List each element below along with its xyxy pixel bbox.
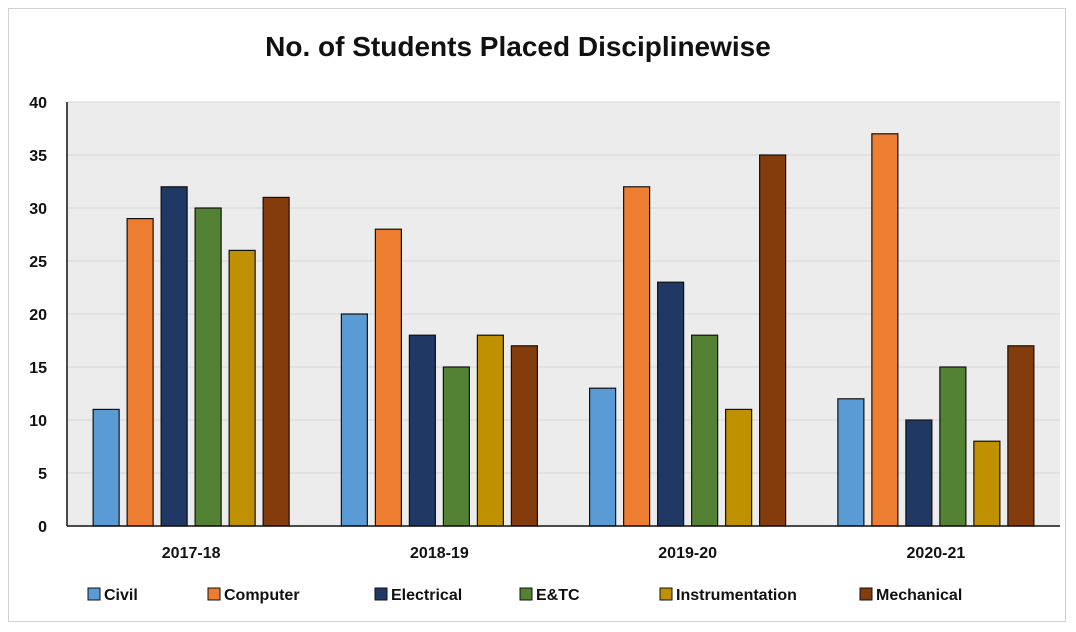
bar [262,196,290,527]
bar [759,154,787,527]
bar [1007,345,1035,527]
bar [691,334,719,527]
bar [476,334,504,527]
bar [92,408,120,527]
legend-swatch [374,587,388,601]
y-tick-label: 10 [29,413,47,430]
y-tick-label: 0 [38,519,47,536]
bar [126,218,154,527]
legend-swatch [659,587,673,601]
y-tick-label: 15 [29,360,47,377]
legend-label: Civil [104,587,138,604]
bar [228,249,256,527]
x-tick-label: 2019-20 [658,545,717,562]
x-tick-label: 2017-18 [162,545,221,562]
bar [871,133,899,527]
y-tick-label: 35 [29,148,47,165]
bar [510,345,538,527]
legend-swatch [859,587,873,601]
bar [623,186,651,527]
bar [837,398,865,527]
bar [725,408,753,527]
bar [939,366,967,527]
legend-swatch [87,587,101,601]
bar [905,419,933,527]
x-tick-label: 2018-19 [410,545,469,562]
x-tick-label: 2020-21 [907,545,966,562]
bar [160,186,188,527]
y-tick-label: 40 [29,95,47,112]
bar [194,207,222,527]
y-tick-label: 20 [29,307,47,324]
legend-swatch [207,587,221,601]
legend-label: Mechanical [876,587,962,604]
bar [973,440,1001,527]
legend-label: Instrumentation [676,587,797,604]
legend: Civil Computer Electrical E&TC Instrumentati… [87,587,962,604]
bar [340,313,368,527]
bar [657,281,685,527]
legend-label: E&TC [536,587,580,604]
legend-swatch [519,587,533,601]
bar [408,334,436,527]
y-tick-label: 5 [38,466,47,483]
axes: 0 5 10 15 20 25 30 35 40 2017-18 2018-19 2019-20 202… [29,95,1060,562]
y-tick-label: 30 [29,201,47,218]
y-tick-label: 25 [29,254,47,271]
bar [442,366,470,527]
bar [374,228,402,527]
legend-label: Computer [224,587,300,604]
chart-title: No. of Students Placed Disciplinewise [265,31,771,62]
legend-label: Electrical [391,587,462,604]
bar [589,387,617,527]
